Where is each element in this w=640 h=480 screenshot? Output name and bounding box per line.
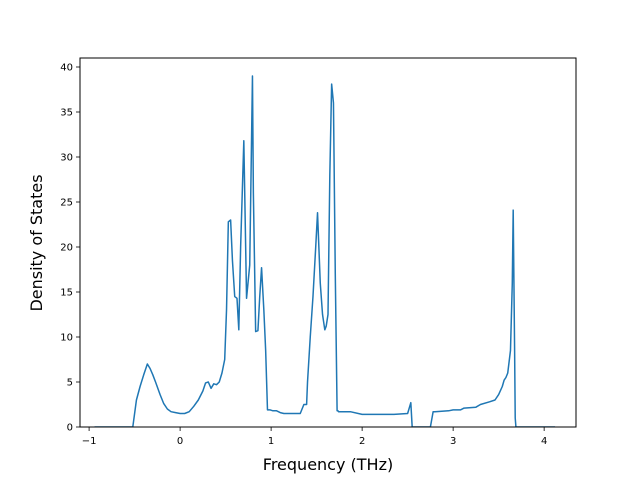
y-tick-label: 35 [60, 108, 73, 119]
y-tick-label: 30 [60, 153, 73, 164]
y-tick-label: 15 [60, 288, 73, 299]
axes-frame [79, 57, 577, 428]
y-axis-ticks: 0 5 10 15 20 25 30 35 40 [60, 63, 80, 434]
x-tick-label: 3 [450, 436, 456, 447]
y-tick-label: 5 [67, 378, 73, 389]
x-axis-ticks: −1 0 1 2 3 4 [82, 427, 547, 447]
x-tick-label: 1 [268, 436, 274, 447]
x-tick-label: −1 [82, 436, 97, 447]
plot-area [94, 75, 556, 427]
y-tick-label: 0 [67, 423, 73, 434]
x-axis-label: Frequency (THz) [263, 455, 393, 474]
x-tick-label: 0 [177, 436, 183, 447]
y-tick-label: 20 [60, 243, 73, 254]
x-tick-label: 4 [541, 436, 547, 447]
y-tick-label: 40 [60, 63, 73, 74]
y-axis-label: Density of States [27, 174, 46, 311]
dos-series-line [94, 75, 556, 427]
y-tick-label: 10 [60, 333, 73, 344]
x-tick-label: 2 [359, 436, 365, 447]
y-tick-label: 25 [60, 198, 73, 209]
